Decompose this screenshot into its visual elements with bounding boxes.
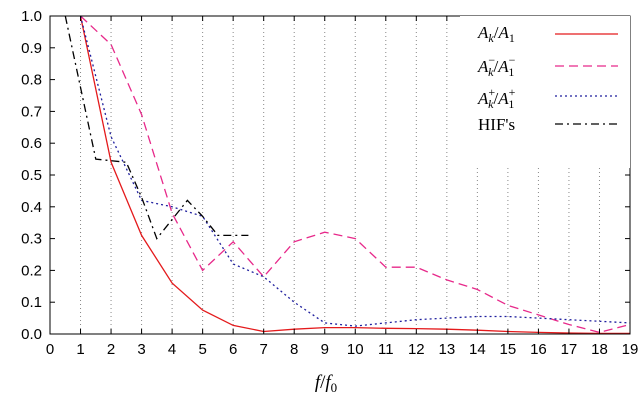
series-line-3 <box>64 15 249 240</box>
x-tick-label: 8 <box>290 341 298 358</box>
y-tick-label: 0.3 <box>21 231 42 248</box>
x-tick-label: 0 <box>46 341 54 358</box>
x-tick-label: 4 <box>168 341 176 358</box>
legend-label-ak-a1: Ak/A1 <box>477 23 515 45</box>
x-tick-label: 13 <box>438 341 455 358</box>
legend-label-hifs: HIF's <box>478 115 515 134</box>
series-line-2 <box>79 15 631 327</box>
x-tick-label: 5 <box>198 341 206 358</box>
x-tick-label: 19 <box>622 341 639 358</box>
x-tick-label: 14 <box>469 341 486 358</box>
y-tick-label: 0.2 <box>21 262 42 279</box>
legend-background <box>460 16 630 168</box>
y-tick-label: 0.7 <box>21 103 42 120</box>
y-tick-label: 0.8 <box>21 72 42 89</box>
y-tick-label: 1.0 <box>21 8 42 25</box>
tick-layer: 0 1 2 3 4 5 6 7 8 9 10 11 12 13 14 15 16 17 18 190.00.10.20… <box>21 8 638 358</box>
x-tick-label: 16 <box>530 341 547 358</box>
y-tick-label: 0.6 <box>21 135 42 152</box>
x-tick-label: 10 <box>347 341 364 358</box>
x-tick-label: 9 <box>321 341 329 358</box>
x-axis-label: f/f0 <box>315 372 337 395</box>
legend: Ak/A1 A− k/A− 1 A+ k/A+ 1 HIF's <box>460 16 630 168</box>
x-tick-label: 17 <box>561 341 578 358</box>
y-tick-label: 0.5 <box>21 167 42 184</box>
x-tick-label: 7 <box>260 341 268 358</box>
x-tick-label: 3 <box>137 341 145 358</box>
y-tick-label: 0.4 <box>21 199 42 216</box>
legend-label-ak-minus: A− k/A− 1 <box>477 53 516 79</box>
y-tick-label: 0.0 <box>21 326 42 343</box>
x-tick-label: 2 <box>107 341 115 358</box>
y-tick-label: 0.1 <box>21 294 42 311</box>
legend-label-ak-plus: A+ k/A+ 1 <box>477 85 516 111</box>
x-tick-label: 18 <box>591 341 608 358</box>
x-tick-label: 15 <box>500 341 517 358</box>
y-tick-label: 0.9 <box>21 40 42 57</box>
x-tick-label: 6 <box>229 341 237 358</box>
x-tick-label: 1 <box>76 341 84 358</box>
x-tick-label: 11 <box>378 341 394 358</box>
x-tick-label: 12 <box>408 341 425 358</box>
series-line-1 <box>80 15 631 334</box>
